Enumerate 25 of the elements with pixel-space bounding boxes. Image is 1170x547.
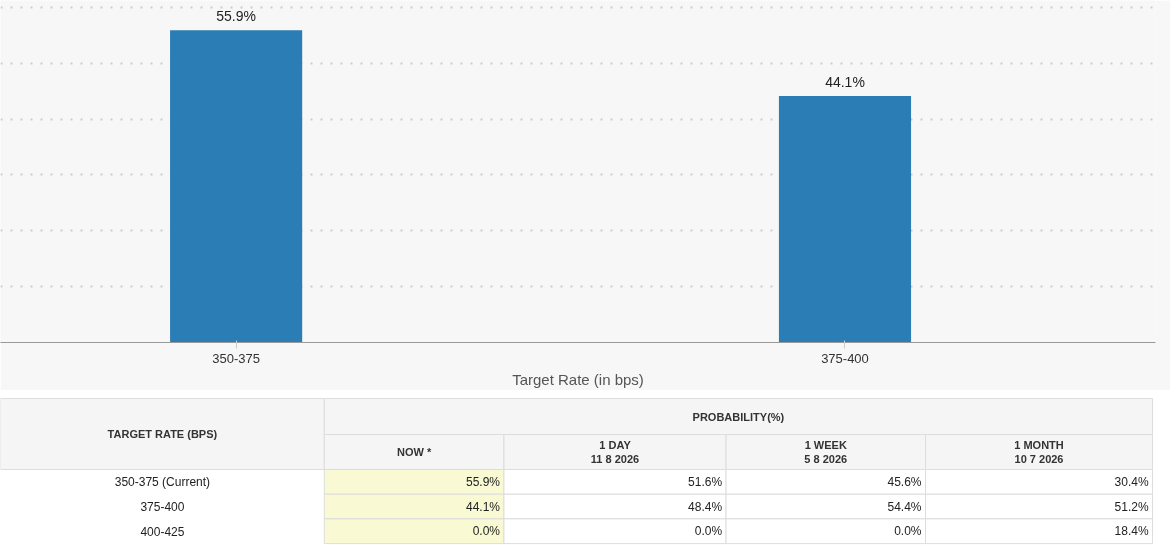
- data-label: 18.4%: [1114, 524, 1149, 539]
- chart-title: PROBABILITY(%): [692, 410, 785, 423]
- y-tick-label: 350-375 (Current): [114, 474, 211, 489]
- data-label: 55.9%: [216, 8, 256, 25]
- x-tick-label: 350-375: [212, 350, 260, 366]
- x-tick-label: 1 WEEK 5 8 2026: [804, 439, 848, 465]
- x-axis-title: Target Rate (in bps): [512, 370, 644, 388]
- data-label: 44.1%: [465, 499, 501, 514]
- data-label: 48.4%: [688, 499, 723, 514]
- y-tick-label: 375-400: [140, 500, 185, 515]
- data-label: 0.0%: [894, 524, 922, 539]
- data-label: 0.0%: [472, 524, 501, 539]
- data-label: 30.4%: [1114, 474, 1149, 489]
- data-label: 54.4%: [887, 499, 922, 514]
- data-label: 55.9%: [465, 474, 501, 489]
- data-label: 45.6%: [887, 474, 922, 489]
- data-label: 51.6%: [688, 474, 723, 489]
- y-axis-title: TARGET RATE (BPS): [107, 428, 218, 440]
- data-label: 51.2%: [1114, 499, 1149, 514]
- x-tick-label: 1 MONTH 10 7 2026: [1014, 439, 1064, 465]
- y-tick-label: 400-425: [140, 524, 185, 539]
- x-tick-label: 1 DAY 11 8 2026: [590, 439, 640, 465]
- x-tick-label: NOW *: [397, 446, 432, 458]
- data-label: 44.1%: [825, 74, 865, 91]
- data-label: 0.0%: [694, 524, 723, 539]
